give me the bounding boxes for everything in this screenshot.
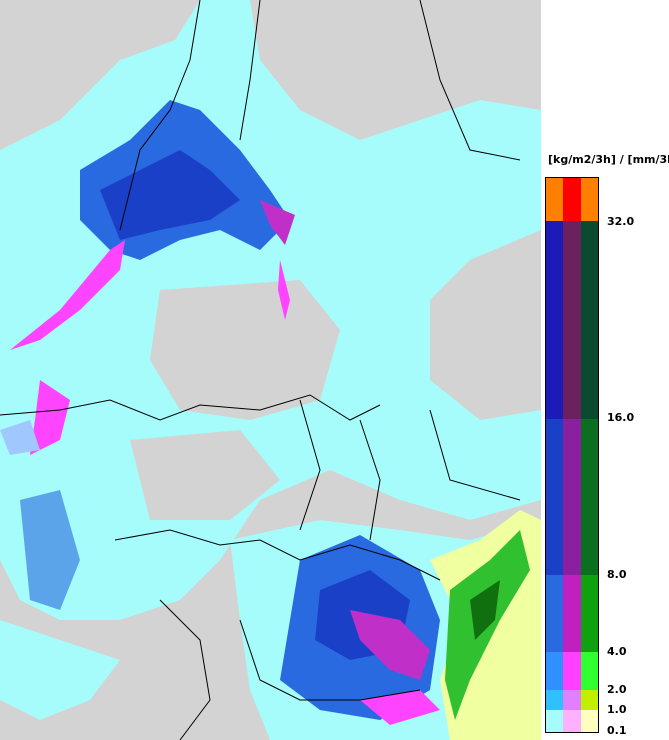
legend-level: 4.0 [607,645,627,658]
legend-level: 2.0 [607,683,627,696]
map [0,0,541,740]
legend-level: 1.0 [607,703,627,716]
legend-level: 8.0 [607,568,627,581]
legend-level: 0.1 [607,724,627,737]
legend: [kg/m2/3h] / [mm/3h] 32.0 16.0 8.0 4.0 2… [545,153,669,737]
legend-level: 16.0 [607,411,634,424]
legend-unit: [kg/m2/3h] / [mm/3h] [548,153,669,166]
legend-level: 32.0 [607,215,634,228]
